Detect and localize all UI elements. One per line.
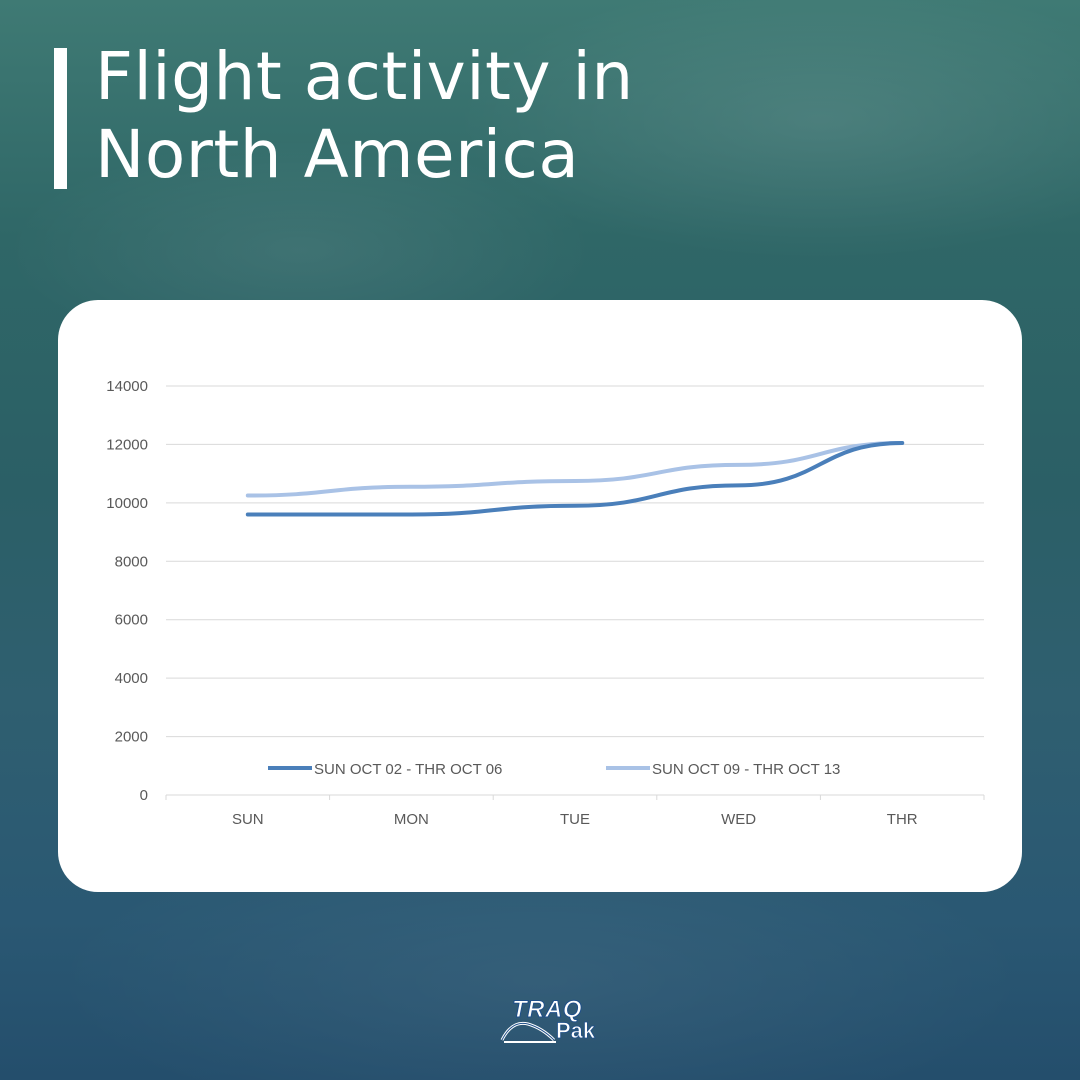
chart-card: 0 2000 4000 6000 8000 10000 12000 14000 SUN MON T… xyxy=(58,300,1022,892)
y-tick-label: 4000 xyxy=(115,670,148,687)
series-line-1 xyxy=(245,440,905,517)
gridlines xyxy=(166,385,984,738)
logo-text-traq: TRAQ xyxy=(512,996,583,1024)
x-tick-label: THR xyxy=(887,811,918,828)
x-tick-label: TUE xyxy=(560,811,590,828)
y-tick-label: 6000 xyxy=(115,612,148,629)
title-line-2: North America xyxy=(95,116,580,193)
title-accent-bar xyxy=(54,48,67,189)
y-tick-label: 12000 xyxy=(106,436,148,453)
logo-swoosh-icon xyxy=(500,1021,556,1043)
line-chart: 0 2000 4000 6000 8000 10000 12000 14000 SUN MON T… xyxy=(106,378,985,828)
y-tick-label: 2000 xyxy=(115,729,148,746)
title-line-1: Flight activity in xyxy=(95,38,634,115)
y-tick-label: 8000 xyxy=(115,553,148,570)
x-tick-label: WED xyxy=(721,811,756,828)
series-lines xyxy=(245,440,905,517)
x-tick-label: MON xyxy=(394,811,429,828)
legend-label-2: SUN OCT 09 - THR OCT 13 xyxy=(652,761,840,778)
x-tick-label: SUN xyxy=(232,811,264,828)
y-tick-label: 10000 xyxy=(106,495,148,512)
logo-text-pak: Pak xyxy=(556,1018,596,1044)
legend-label-1: SUN OCT 02 - THR OCT 06 xyxy=(314,761,502,778)
page-title: Flight activity in North America xyxy=(95,38,795,194)
y-tick-label: 0 xyxy=(140,787,148,804)
y-tick-label: 14000 xyxy=(106,378,148,395)
legend: SUN OCT 02 - THR OCT 06 SUN OCT 09 - THR … xyxy=(268,761,840,778)
x-axis: SUN MON TUE WED THR xyxy=(165,794,985,828)
traqpak-logo: TRAQ Pak xyxy=(498,996,616,1048)
series-line-2 xyxy=(245,440,905,498)
y-axis-ticks: 0 2000 4000 6000 8000 10000 12000 14000 xyxy=(106,378,148,804)
